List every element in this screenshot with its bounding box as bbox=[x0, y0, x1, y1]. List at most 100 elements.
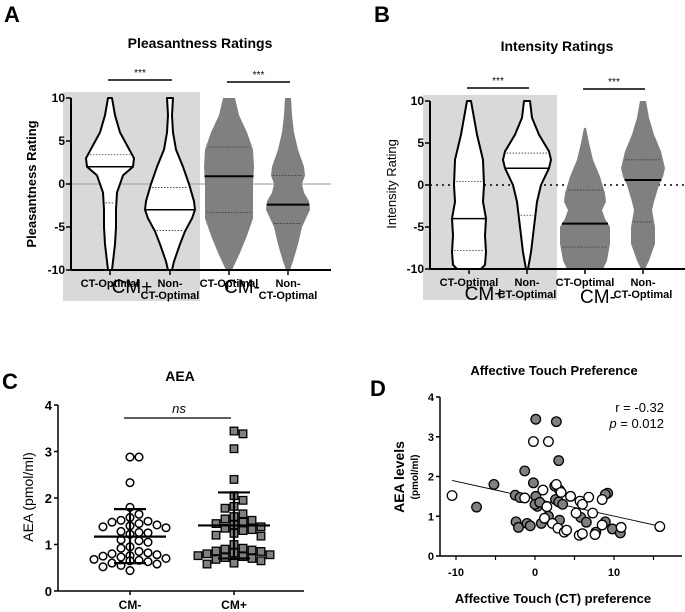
data-point-cm-minus bbox=[161, 523, 171, 533]
p-annotation: p = 0.012 bbox=[608, 416, 664, 431]
data-point-cm-plus bbox=[527, 477, 539, 489]
y-tick-label: 10 bbox=[52, 91, 66, 105]
data-point-cm-minus bbox=[143, 548, 153, 558]
data-point-cm-minus bbox=[116, 515, 126, 525]
data-point-cm-minus bbox=[615, 521, 627, 533]
y-tick-label: -5 bbox=[413, 220, 424, 234]
data-point-cm-minus bbox=[125, 565, 135, 576]
group-label-cm-minus: CM- bbox=[580, 287, 616, 308]
y-axis-label: Intensity Rating bbox=[384, 139, 399, 229]
data-point-cm-minus bbox=[143, 537, 153, 547]
data-point-cm-minus bbox=[134, 527, 144, 537]
y-tick-label: 1 bbox=[428, 511, 434, 523]
data-point-cm-minus bbox=[107, 549, 117, 559]
x-tick-label: Non- bbox=[630, 277, 655, 289]
y-tick-label: 5 bbox=[58, 134, 65, 148]
data-point-cm-plus bbox=[238, 509, 248, 519]
y-tick-label: 4 bbox=[428, 392, 435, 404]
y-tick-label: 3 bbox=[45, 445, 52, 460]
data-point-cm-minus bbox=[561, 524, 573, 536]
y-tick-label: 0 bbox=[428, 551, 434, 563]
data-point-cm-minus bbox=[125, 478, 135, 488]
data-point-cm-minus bbox=[583, 491, 595, 503]
data-point-cm-minus bbox=[576, 528, 588, 540]
data-point-cm-minus bbox=[570, 507, 582, 519]
panel-a: A Pleasantness Ratings Pleasantness Rati… bbox=[4, 2, 331, 302]
data-point-cm-minus bbox=[555, 486, 567, 498]
data-point-cm-plus bbox=[247, 545, 257, 555]
y-tick-label: 5 bbox=[417, 136, 424, 150]
data-point-cm-plus bbox=[193, 551, 203, 561]
y-tick-label: -10 bbox=[407, 262, 425, 276]
y-axis-sublabel: (pmol/ml) bbox=[410, 455, 421, 500]
panel-d-label: D bbox=[370, 376, 386, 401]
r-annotation: r = -0.32 bbox=[615, 400, 664, 415]
panel-c-label: C bbox=[2, 369, 18, 394]
y-tick-label: 0 bbox=[58, 177, 65, 191]
x-tick-label: 0 bbox=[532, 567, 538, 579]
data-point-cm-minus bbox=[98, 522, 108, 532]
data-point-cm-plus bbox=[550, 416, 562, 428]
data-point-cm-plus bbox=[512, 521, 524, 533]
data-point-cm-minus bbox=[125, 452, 135, 462]
data-point-cm-plus bbox=[202, 549, 212, 559]
y-tick-label: 10 bbox=[411, 94, 425, 108]
violin-2 bbox=[204, 98, 254, 270]
data-point-cm-minus bbox=[161, 553, 171, 564]
data-point-cm-plus bbox=[524, 520, 536, 532]
group-label-cm-minus: CM- bbox=[224, 277, 260, 298]
data-point-cm-plus bbox=[519, 465, 531, 477]
data-point-cm-minus bbox=[542, 436, 554, 447]
x-tick-label-line2: CT-Optimal bbox=[614, 289, 673, 301]
chart-title: Affective Touch Preference bbox=[470, 363, 637, 378]
data-point-cm-plus bbox=[256, 522, 266, 532]
y-tick-label: 4 bbox=[45, 398, 53, 413]
significance-label: *** bbox=[492, 76, 504, 87]
data-point-cm-minus bbox=[152, 520, 162, 530]
data-point-cm-minus bbox=[519, 492, 531, 504]
violin-2 bbox=[560, 127, 610, 269]
data-point-cm-plus bbox=[229, 474, 239, 484]
data-point-cm-minus bbox=[143, 516, 153, 526]
p-symbol: p bbox=[608, 416, 616, 431]
data-point-cm-plus bbox=[238, 543, 248, 553]
data-point-cm-minus bbox=[527, 436, 539, 447]
panel-b-label: B bbox=[374, 2, 390, 27]
data-point-cm-plus bbox=[220, 514, 230, 524]
significance-label: *** bbox=[134, 68, 146, 79]
x-tick-label: Non- bbox=[275, 278, 300, 290]
y-axis-label: AEA (pmol/ml) bbox=[20, 452, 36, 541]
data-point-cm-minus bbox=[576, 498, 588, 510]
y-axis-label: AEA levels bbox=[391, 441, 407, 513]
data-point-cm-plus bbox=[553, 455, 565, 467]
violin-3 bbox=[266, 98, 310, 270]
data-point-cm-minus bbox=[654, 521, 666, 533]
data-point-cm-minus bbox=[134, 452, 144, 462]
x-tick-label: Non- bbox=[157, 278, 182, 290]
y-axis-label: Pleasantness Rating bbox=[24, 120, 39, 247]
x-tick-label: CM- bbox=[119, 598, 142, 612]
data-point-cm-plus bbox=[265, 550, 275, 560]
data-point-cm-minus bbox=[134, 536, 144, 546]
data-point-cm-minus bbox=[116, 552, 126, 562]
data-point-cm-minus bbox=[116, 526, 126, 537]
data-point-cm-plus bbox=[256, 556, 266, 566]
significance-label: *** bbox=[253, 70, 265, 81]
y-tick-label: 0 bbox=[417, 178, 424, 192]
chart-title: Pleasantness Ratings bbox=[128, 35, 273, 51]
data-point-cm-plus bbox=[557, 498, 569, 510]
data-point-cm-plus bbox=[238, 429, 248, 439]
data-point-cm-minus bbox=[116, 543, 126, 553]
data-point-cm-plus bbox=[256, 531, 266, 541]
x-axis-label: Affective Touch (CT) preference bbox=[455, 591, 651, 606]
data-point-cm-plus bbox=[220, 544, 230, 554]
chart-title: Intensity Ratings bbox=[501, 38, 614, 54]
y-tick-label: -10 bbox=[48, 263, 66, 277]
significance-label: ns bbox=[172, 401, 186, 416]
x-tick-label: CT-Optimal bbox=[556, 277, 615, 289]
data-point-cm-minus bbox=[596, 519, 608, 531]
data-point-cm-minus bbox=[446, 490, 458, 502]
data-point-cm-plus bbox=[220, 503, 230, 513]
data-point-cm-plus bbox=[238, 495, 248, 505]
